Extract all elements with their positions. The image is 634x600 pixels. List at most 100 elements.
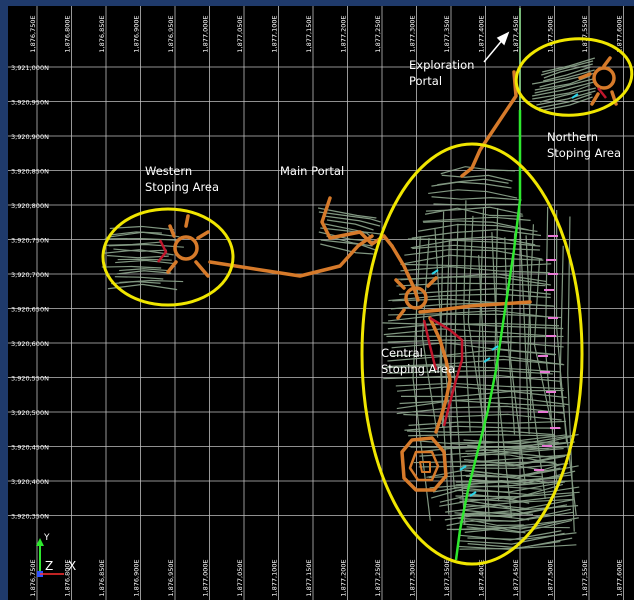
stope-drive [455, 477, 561, 486]
western-connection-drive [208, 234, 374, 278]
northern-area-ellipse [514, 37, 634, 117]
stope-drive [104, 237, 177, 241]
easting-label-bottom: 1,876,750E [29, 559, 37, 596]
stope-drive [110, 231, 162, 236]
central-decline-upper [390, 244, 420, 302]
easting-label-bottom: 1,877,300E [409, 559, 417, 596]
y-axis-label: Y [43, 533, 50, 543]
northing-label: 3,920,850N [11, 168, 49, 176]
stope-drive [387, 339, 564, 348]
stope-drive [400, 263, 552, 268]
stope-drive [399, 396, 569, 406]
easting-label-top: 1,877,050E [236, 15, 244, 52]
easting-label-bottom: 1,876,800E [64, 559, 72, 596]
stope-drive [532, 81, 595, 97]
easting-label-top: 1,877,200E [340, 15, 348, 52]
survey-marker-cyan [431, 269, 439, 275]
stope-drive [387, 322, 564, 330]
stope-drive [411, 229, 542, 239]
stope-drive [534, 78, 594, 94]
stope-drive [463, 433, 579, 445]
central-ramp-spurs [394, 276, 438, 320]
stope-drive [431, 181, 512, 189]
stope-drive [318, 211, 381, 223]
stope-drive [396, 405, 564, 415]
stope-drive [119, 268, 169, 272]
stope-drive [478, 207, 491, 522]
northing-label: 3,920,800N [11, 202, 49, 210]
stope-drive [459, 544, 577, 550]
easting-label-top: 1,877,100E [271, 15, 279, 52]
central-decline-mid [428, 316, 452, 434]
easting-label-bottom: 1,877,450E [512, 559, 520, 596]
northing-label: 3,920,950N [11, 99, 49, 107]
northing-label: 3,920,900N [11, 133, 49, 141]
red-drives [157, 87, 607, 427]
stope-drive [115, 259, 177, 265]
stope-drive [460, 505, 579, 517]
stope-drive [478, 255, 486, 432]
stope-drive [387, 369, 553, 375]
stope-drive [404, 248, 543, 260]
stope-drive [459, 463, 569, 469]
stope-drive [456, 540, 561, 550]
stope-drive [323, 215, 381, 227]
western-ramp-spurs [166, 214, 210, 278]
stope-drive [454, 481, 566, 493]
red-drive-western [157, 239, 168, 263]
easting-label-top: 1,876,850E [98, 15, 106, 52]
northing-label: 3,920,350N [11, 513, 49, 521]
stope-drive [408, 420, 567, 426]
stope-drive [542, 66, 591, 82]
plan-view-viewport[interactable]: 1,876,750E 1,876,750E 1,876,800E 1,876,800E… [8, 6, 634, 600]
easting-label-bottom: 1,877,400E [478, 559, 486, 596]
stope-drive [469, 463, 564, 479]
northing-label: 3,920,600N [11, 340, 49, 348]
northern-area-label: Northern Stoping Area [547, 130, 621, 160]
stope-drive [464, 526, 570, 533]
stope-drive [465, 467, 561, 478]
survey-marker-cyan [571, 93, 579, 99]
stope-drive [459, 532, 565, 545]
northing-label: 3,920,400N [11, 478, 49, 486]
stope-drive [428, 189, 518, 199]
lower-decline-spiral-inner [408, 450, 440, 482]
central-ramp-loop [404, 286, 428, 310]
stope-drive [467, 445, 571, 455]
easting-label-bottom: 1,877,250E [374, 559, 382, 596]
stope-drive [531, 69, 595, 85]
stope-drive [105, 231, 180, 239]
central-area-ellipse [360, 142, 584, 566]
stope-drive [326, 219, 374, 231]
survey-marker-cyan [491, 345, 499, 351]
stope-drive [458, 530, 562, 541]
main-portal-decline [320, 196, 394, 248]
stope-drive [320, 243, 374, 255]
lower-decline-spiral-core [419, 461, 431, 473]
easting-label-bottom: 1,876,950E [167, 559, 175, 596]
stope-drive [462, 483, 564, 500]
stope-drive [453, 223, 466, 525]
exploration-portal-label: Exploration Portal [409, 58, 474, 88]
grid-labels: 1,876,750E 1,876,750E 1,876,800E 1,876,800E… [11, 15, 624, 596]
stope-drive [533, 258, 554, 431]
easting-label-top: 1,876,750E [29, 15, 37, 52]
stope-drive [395, 382, 564, 390]
easting-label-top: 1,877,400E [478, 15, 486, 52]
stope-drive [459, 491, 580, 503]
stope-drive [410, 239, 541, 249]
stope-drive [402, 254, 544, 265]
stope-drive [444, 515, 530, 521]
easting-label-top: 1,876,800E [64, 15, 72, 52]
stope-drive [324, 223, 381, 235]
stope-drive [518, 207, 530, 435]
central-area-label: Central Stoping Area [381, 346, 455, 376]
stope-drive [422, 216, 531, 222]
z-axis-label: Z [45, 559, 53, 573]
stope-drive [543, 63, 593, 79]
northing-label: 3,920,450N [11, 444, 49, 452]
survey-marker-cyan [459, 465, 467, 471]
easting-label-bottom: 1,877,550E [581, 559, 589, 596]
stope-drive [452, 442, 566, 449]
